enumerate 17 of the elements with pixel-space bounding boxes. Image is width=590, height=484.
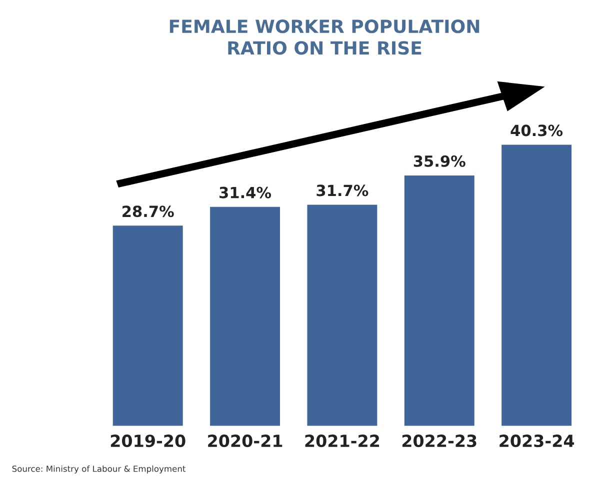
chart-title: FEMALE WORKER POPULATION RATIO ON THE RISE: [170, 20, 480, 55]
x-tick-label: 2023-24: [500, 434, 574, 448]
data-label: 28.7%: [122, 206, 174, 218]
x-tick-label: 2021-22: [305, 434, 379, 448]
data-label: 35.9%: [414, 155, 466, 167]
data-label: 40.3%: [510, 124, 563, 136]
data-label: 31.4%: [220, 186, 272, 198]
bar: [307, 204, 378, 426]
data-label: 31.7%: [316, 184, 368, 196]
bar: [210, 206, 280, 426]
x-tick-label: 2019-20: [110, 434, 186, 448]
source-note: Source: Ministry of Labour & Employment: [12, 465, 186, 474]
bar: [404, 175, 474, 426]
x-tick-label: 2020-21: [208, 434, 282, 448]
x-tick-label: 2022-23: [402, 434, 476, 448]
bar: [112, 226, 183, 426]
bar: [502, 144, 572, 426]
